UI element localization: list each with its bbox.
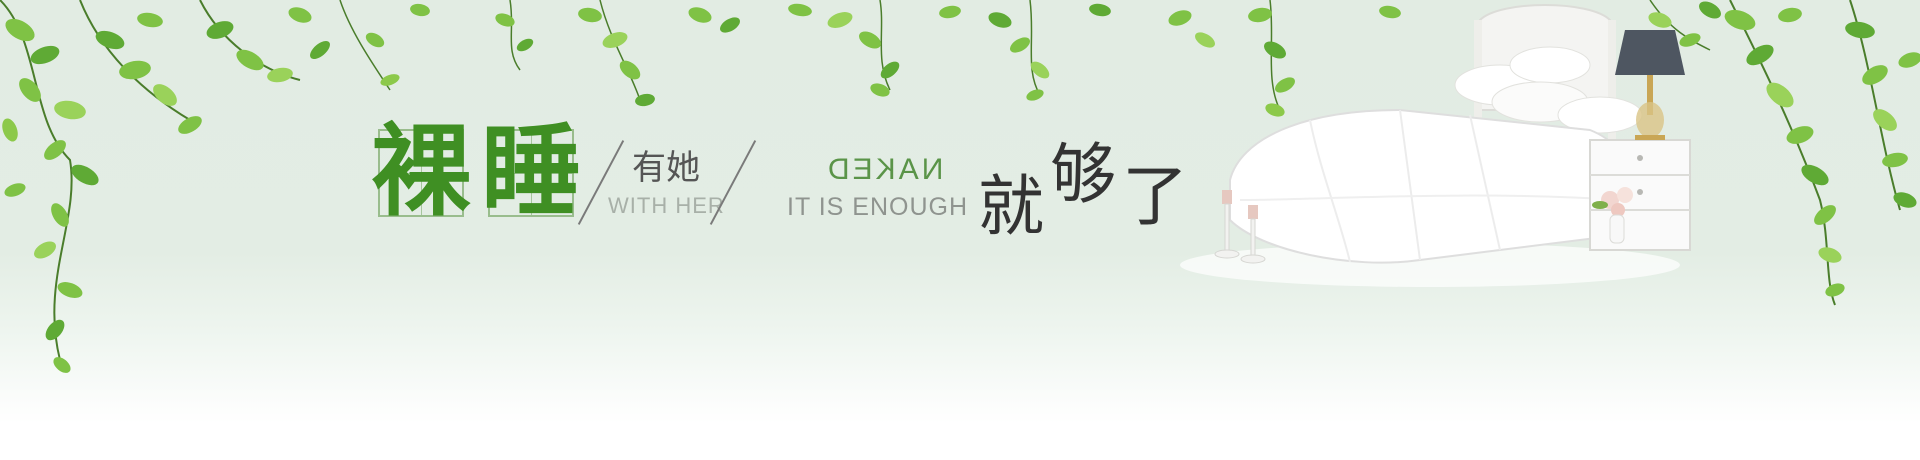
enough-en: IT IS ENOUGH (787, 193, 969, 221)
with-her-cn: 有她 (632, 148, 700, 188)
char-grid-box (488, 129, 574, 217)
headline-char-sleep: 睡 (481, 112, 581, 230)
char-grid-box (378, 129, 464, 217)
enough-cn-char-3: 了 (1122, 158, 1188, 235)
headline: 裸 睡 有她 WITH HER NAKED IT IS ENOUGH 就 够 了 (370, 112, 1200, 245)
bed-icon (1229, 4, 1643, 264)
vine-icon (1648, 0, 1920, 306)
candle-icon (1214, 190, 1266, 264)
headline-char-naked: 裸 (371, 112, 471, 230)
divider-slash (709, 140, 757, 225)
vine-icon (0, 0, 430, 373)
enough-cn-char-1: 就 (978, 168, 1044, 245)
flower-vase-icon (1592, 187, 1633, 244)
vine-icon (495, 0, 1401, 117)
lamp-icon (1615, 30, 1685, 140)
naked-en: NAKED (825, 153, 944, 186)
enough-cn-char-2: 够 (1050, 136, 1116, 213)
bed-scene-illustration (1180, 4, 1691, 287)
with-her-en: WITH HER (608, 193, 725, 218)
